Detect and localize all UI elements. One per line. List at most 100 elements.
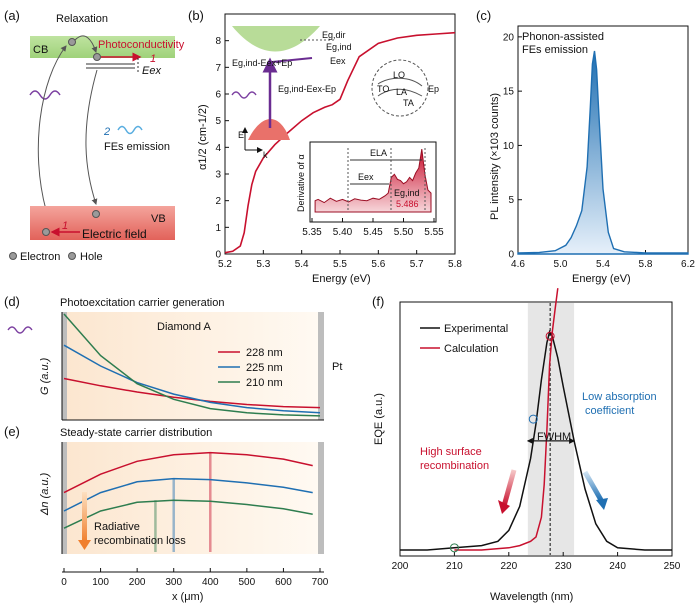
plot-b-x-tick-label: 5.3 [256,259,270,270]
num2-label: 2 [103,126,110,138]
pt-label: Pt [332,361,342,373]
band-vb-shape [248,119,290,140]
annotation-line1: Radiative [94,521,140,533]
absorption-line [224,31,456,254]
plot-e-x-tick-label: 700 [312,577,329,588]
plot-f-series [400,288,672,555]
plot-d-ylabel: G (a.u.) [39,357,51,395]
legend-exp: Experimental [444,323,508,335]
panel-f-label: (f) [372,294,384,309]
plot-b-y-tick-label: 2 [215,196,221,207]
inset-ela: ELA [370,148,387,158]
panel-b: (b) 5.2 5.3 5.4 5.5 5.6 5.7 5.8 0 1 2 3 4 5 6 7 8 α1/2 … [188,8,462,285]
series-228-nm [63,377,321,409]
panel-c: (c) 4.6 5.0 5.4 5.8 6.2 0 5 10 15 20 Phonon-assis… [476,8,695,285]
plot-b-ylabel: α1/2 (cm-1/2) [197,104,209,170]
plot-f-xlabel: Wavelength (nm) [490,591,573,603]
lower-path-label: Eg,ind-Eex-Ep [278,84,336,94]
relaxation-label: Relaxation [56,13,108,25]
plot-c-xlabel: Energy (eV) [572,273,631,285]
photon-wave-icon [29,90,61,100]
left-arrow-icon [501,469,517,507]
right-note-1: Low absorption [582,391,657,403]
inset-eg: Eg,ind [394,188,420,198]
plot-b-x-tick-label: 5.5 [333,259,347,270]
phonon-la: LA [396,87,407,97]
plot-c-x-tick-label: 5.4 [596,259,610,270]
plot-c-x-tick-label: 5.0 [554,259,568,270]
plot-b-y-tick-label: 3 [215,170,221,181]
plot-b-y-tick-label: 5 [215,116,221,127]
cb-label: CB [33,44,48,56]
plot-e-x-tick-label: 400 [202,577,219,588]
plot-c-ylabel: PL intensity (×103 counts) [489,93,501,220]
plot-e-right-wall [318,442,324,554]
plot-b-y-tick-label: 7 [215,63,221,74]
edge-marker [528,414,538,424]
legend-label: 225 nm [246,362,283,374]
phonon-branch [377,88,423,97]
series-calculation [454,288,559,551]
plot-f-frame [399,301,673,557]
inset-x-tick-label: 5.40 [333,227,353,238]
axis-k-label: k [263,150,268,160]
plot-d-title: Photoexcitation carrier generation [60,297,224,309]
recombination-arrow-icon [82,492,87,542]
edir-label: Eg,dir [322,30,346,40]
recombination-arrowhead [78,540,91,550]
plot-c-title-2: FEs emission [522,44,588,56]
photon-wave-icon [231,91,257,99]
plot-d-legend: 228 nm 225 nm 210 nm [218,347,283,389]
inset-x-tick-label: 5.45 [363,227,383,238]
emission-wave-icon [117,125,143,135]
inset-x-tick-label: 5.55 [424,227,444,238]
panel-b-label: (b) [188,8,204,23]
plot-b-y-tick-label: 4 [215,143,221,154]
fwhm-label: FWHM [537,431,571,443]
fe-decay-arrow [85,69,98,205]
annotation-line2: recombination loss [94,535,186,547]
eex-b-label: Eex [330,56,346,66]
num1-top: 1 [150,53,156,65]
plot-f-x-tick-label: 200 [392,561,409,572]
plot-c-y-tick-label: 10 [503,141,515,152]
series-210-nm [63,499,313,529]
plot-c-axes: 4.6 5.0 5.4 5.8 6.2 0 5 10 15 20 [503,32,696,270]
plot-e-xlabel: x (μm) [172,591,203,603]
plot-b-x-tick-label: 5.6 [371,259,385,270]
peak-marker [545,331,555,341]
pl-curve [517,50,689,255]
panel-f: (f) 200 210 220 230 240 250 EQE (a.u.) Wavele… [372,288,681,603]
axis-e-label: E [238,130,244,140]
plot-d-subtitle: Diamond A [157,321,211,333]
plot-f-axes: 200 210 220 230 240 250 [392,552,681,572]
plot-f-ylabel: EQE (a.u.) [373,393,385,445]
derivative-curve [314,149,432,213]
legend-label: 228 nm [246,347,283,359]
series-228-nm [63,451,313,494]
plot-e-ylabel: Δn (a.u.) [39,472,51,516]
legend-label: 210 nm [246,377,283,389]
legend-hole-dot [68,252,76,260]
relaxation-arrow [74,35,98,53]
plot-c-y-tick-label: 20 [503,32,515,43]
plot-b-x-tick-label: 5.2 [218,259,232,270]
phonon-circle [371,59,429,117]
inset-x-tick-label: 5.35 [302,227,322,238]
left-note-2: recombination [420,460,489,472]
excitation-arrow [37,45,67,211]
plot-e-xaxis: 0 100 200 300 400 500 600 700 [61,568,329,588]
num1-bottom: 1 [62,220,68,232]
plot-d-right-wall [318,312,324,420]
panel-c-label: (c) [476,8,491,23]
phonon-lo: LO [393,70,405,80]
plot-b-x-tick-label: 5.8 [448,259,462,270]
photon-wave-icon [7,326,33,334]
plot-c-x-tick-label: 6.2 [681,259,695,270]
electron-dot [68,38,76,46]
plot-e-x-tick-label: 200 [129,577,146,588]
plot-e-title: Steady-state carrier distribution [60,427,212,439]
panel-d-label: (d) [4,294,20,309]
right-arrow-icon [582,470,604,502]
plot-e-x-tick-label: 0 [61,577,67,588]
